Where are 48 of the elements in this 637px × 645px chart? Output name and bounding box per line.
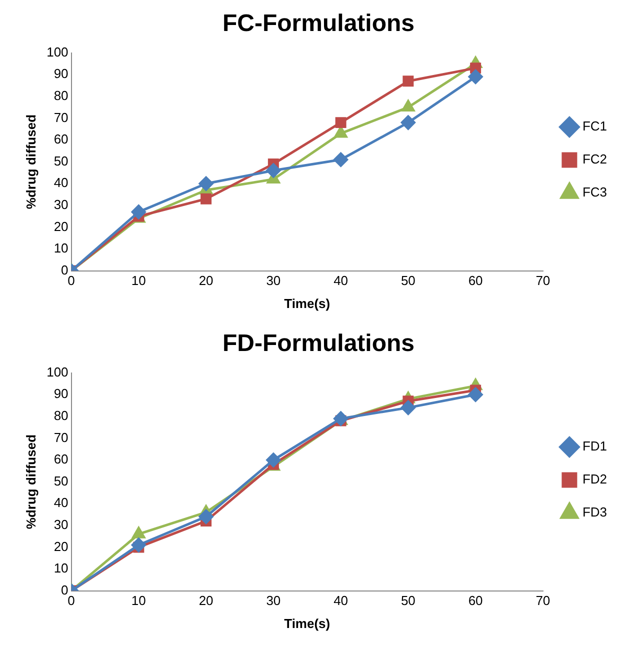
y-tick-label: 20 <box>54 218 68 234</box>
y-tick-label: 40 <box>54 175 68 190</box>
x-tick-label: 70 <box>536 593 550 608</box>
legend-label: FC3 <box>582 184 608 200</box>
y-tick-label: 10 <box>54 560 68 576</box>
y-tick-label: 30 <box>54 516 68 532</box>
y-tick-label: 80 <box>54 408 68 423</box>
legend-label: FD3 <box>582 504 608 520</box>
y-axis-title: %drug diffused <box>23 434 38 530</box>
legend-label: FD1 <box>582 438 608 454</box>
chart-title: FC-Formulations <box>222 10 414 38</box>
x-tick-label: 10 <box>131 273 146 288</box>
x-tick-label: 60 <box>468 273 483 288</box>
x-tick-label: 10 <box>131 593 146 608</box>
legend-label: FD2 <box>582 472 608 487</box>
x-axis-title: Time(s) <box>284 296 330 311</box>
y-tick-label: 70 <box>54 430 68 445</box>
y-tick-label: 70 <box>54 110 68 125</box>
legend-label: FC1 <box>582 118 608 134</box>
legend-label: FC2 <box>582 152 608 167</box>
y-tick-label: 100 <box>46 364 68 380</box>
y-tick-label: 20 <box>54 538 68 554</box>
x-tick-label: 50 <box>400 593 416 608</box>
y-tick-label: 50 <box>54 153 68 168</box>
y-axis-title: %drug diffused <box>23 114 38 210</box>
y-tick-label: 0 <box>61 262 68 278</box>
chart-title: FD-Formulations <box>222 330 414 358</box>
x-tick-label: 40 <box>334 273 348 288</box>
y-tick-label: 90 <box>54 386 68 402</box>
y-tick-label: 60 <box>54 132 68 147</box>
y-tick-label: 90 <box>54 66 68 82</box>
y-tick-label: 10 <box>54 240 68 256</box>
y-tick-label: 0 <box>61 582 68 598</box>
x-tick-label: 20 <box>198 593 214 608</box>
x-tick-label: 60 <box>468 593 483 608</box>
y-tick-label: 40 <box>54 495 68 510</box>
x-tick-label: 20 <box>198 273 214 288</box>
x-axis-title: Time(s) <box>284 616 330 631</box>
y-tick-label: 60 <box>54 452 68 467</box>
y-tick-label: 30 <box>54 196 68 212</box>
x-tick-label: 40 <box>334 593 348 608</box>
y-tick-label: 50 <box>54 473 68 488</box>
x-tick-label: 70 <box>536 273 550 288</box>
y-tick-label: 80 <box>54 88 68 103</box>
x-tick-label: 50 <box>400 273 416 288</box>
y-tick-label: 100 <box>46 44 68 60</box>
x-tick-label: 30 <box>266 273 281 288</box>
x-tick-label: 30 <box>266 593 281 608</box>
